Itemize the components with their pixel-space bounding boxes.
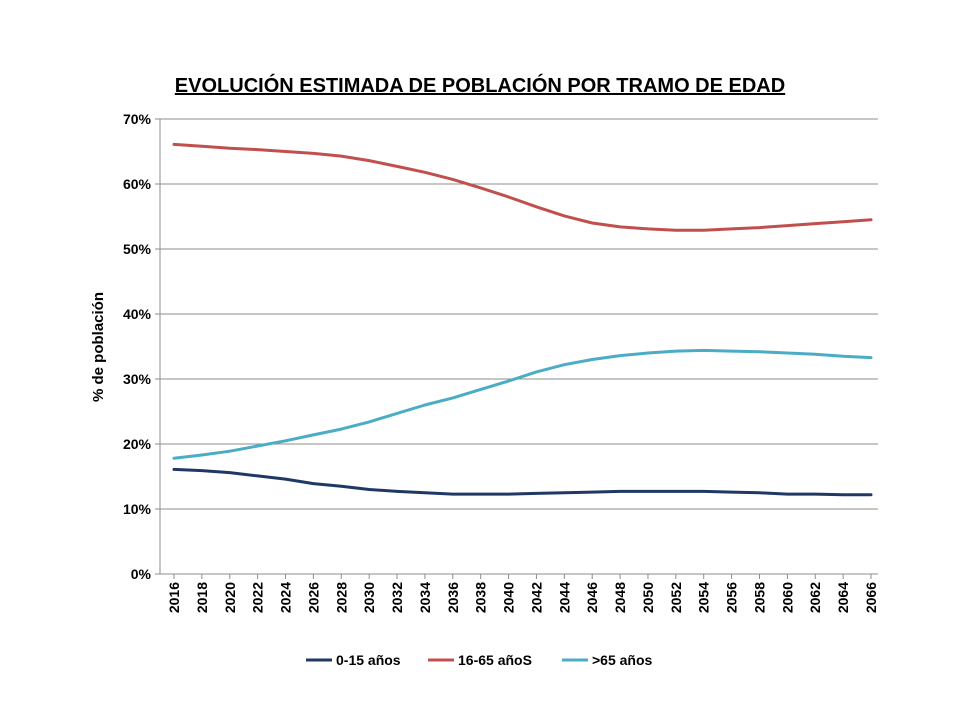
- series-line-2: [172, 142, 873, 232]
- x-tick-label: 2046: [584, 582, 600, 613]
- series-line-3: [172, 348, 873, 460]
- grid: [160, 118, 878, 510]
- x-tick-label: 2058: [751, 582, 767, 613]
- y-tick-label: 20%: [123, 436, 152, 452]
- x-tick-label: 2056: [724, 582, 740, 613]
- y-tick-label: 30%: [123, 371, 152, 387]
- legend-item: 16-65 añoS: [428, 652, 532, 668]
- y-tick-label: 60%: [123, 176, 152, 192]
- chart-title: EVOLUCIÓN ESTIMADA DE POBLACIÓN POR TRAM…: [175, 73, 785, 97]
- x-tick-label: 2040: [501, 582, 517, 613]
- x-tick-label: 2052: [668, 582, 684, 613]
- x-tick-label: 2032: [389, 582, 405, 613]
- legend-label: 16-65 añoS: [458, 652, 532, 668]
- y-tick-label: 50%: [123, 241, 152, 257]
- x-tick-label: 2028: [333, 582, 349, 613]
- legend: 0-15 años 16-65 añoS >65 años: [306, 652, 653, 668]
- x-tick-label: 2060: [779, 582, 795, 613]
- x-tick-label: 2030: [361, 582, 377, 613]
- x-tick-label: 2026: [305, 582, 321, 613]
- x-tick-label: 2048: [612, 582, 628, 613]
- axes: [159, 119, 878, 575]
- x-tick-label: 2024: [278, 582, 294, 613]
- legend-item: 0-15 años: [306, 652, 401, 668]
- x-axis-ticks: 2016 2018 2020 2022 2024 2026 2028 2030 2032 2034…: [166, 574, 879, 613]
- x-tick-label: 2044: [556, 582, 572, 613]
- y-axis-ticks: 0% 10% 20% 30% 40% 50% 60% 70%: [123, 111, 160, 582]
- x-tick-label: 2064: [835, 582, 851, 613]
- y-tick-label: 0%: [131, 566, 152, 582]
- x-tick-label: 2016: [166, 582, 182, 613]
- x-tick-label: 2042: [528, 582, 544, 613]
- x-tick-label: 2050: [640, 582, 656, 613]
- series-line-1: [172, 467, 873, 497]
- y-tick-label: 40%: [123, 306, 152, 322]
- x-tick-label: 2022: [250, 582, 266, 613]
- x-tick-label: 2034: [417, 582, 433, 613]
- legend-item: >65 años: [562, 652, 653, 668]
- x-tick-label: 2038: [473, 582, 489, 613]
- x-tick-label: 2054: [696, 582, 712, 613]
- legend-label: 0-15 años: [336, 652, 401, 668]
- x-tick-label: 2036: [445, 582, 461, 613]
- legend-label: >65 años: [592, 652, 653, 668]
- x-tick-label: 2062: [807, 582, 823, 613]
- x-tick-label: 2066: [863, 582, 879, 613]
- y-axis-label: % de población: [90, 292, 107, 402]
- series-lines: [172, 142, 873, 497]
- x-tick-label: 2018: [194, 582, 210, 613]
- y-tick-label: 70%: [123, 111, 152, 127]
- y-tick-label: 10%: [123, 501, 152, 517]
- x-tick-label: 2020: [222, 582, 238, 613]
